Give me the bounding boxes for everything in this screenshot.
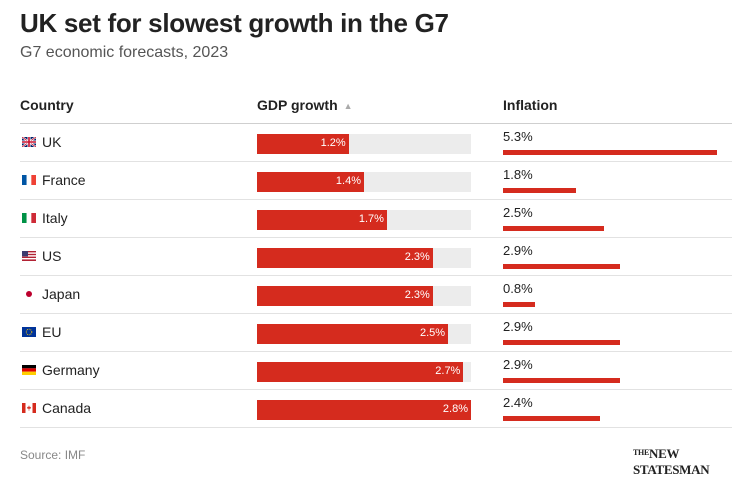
column-header-country[interactable]: Country	[20, 97, 74, 113]
row-divider	[20, 313, 732, 314]
gdp-bar: 1.4%	[257, 172, 364, 192]
gdp-value-label: 1.7%	[358, 213, 384, 225]
italy-flag-icon	[22, 213, 36, 223]
source-note: Source: IMF	[20, 448, 86, 462]
inflation-value-label: 2.5%	[503, 205, 533, 220]
germany-flag-icon	[22, 365, 36, 375]
gdp-value-label: 2.5%	[419, 327, 446, 339]
row-divider	[20, 427, 732, 428]
table-row: Japan 2.3% 0.8%	[20, 276, 732, 314]
france-flag-icon	[22, 175, 36, 185]
header-divider	[20, 123, 732, 124]
uk-flag-icon	[22, 137, 36, 147]
gdp-bar-track: 2.8%	[257, 400, 471, 420]
publisher-logo: THENEW STATESMAN	[633, 446, 710, 477]
gdp-bar: 1.7%	[257, 210, 387, 230]
inflation-bar	[503, 188, 576, 193]
gdp-bar-track: 2.3%	[257, 286, 471, 306]
country-name: UK	[42, 134, 62, 150]
gdp-bar-track: 1.7%	[257, 210, 471, 230]
gdp-bar: 2.3%	[257, 248, 433, 268]
sort-ascending-icon[interactable]: ▲	[343, 101, 353, 111]
inflation-bar	[503, 416, 600, 421]
inflation-value-label: 2.9%	[503, 357, 533, 372]
country-name: Germany	[42, 362, 100, 378]
inflation-value-label: 2.4%	[503, 395, 533, 410]
inflation-bar	[503, 302, 536, 307]
gdp-value-label: 1.4%	[335, 175, 361, 187]
gdp-bar-track: 1.4%	[257, 172, 471, 192]
inflation-value-label: 2.9%	[503, 319, 533, 334]
chart-subtitle: G7 economic forecasts, 2023	[20, 44, 229, 61]
table-row: US 2.3% 2.9%	[20, 238, 732, 276]
gdp-bar-track: 2.7%	[257, 362, 471, 382]
table-row: Canada 2.8% 2.4%	[20, 390, 732, 428]
column-header-inflation[interactable]: Inflation	[503, 97, 558, 113]
country-name: France	[42, 172, 86, 188]
gdp-bar: 2.8%	[257, 400, 471, 420]
table-row: Germany 2.7% 2.9%	[20, 352, 732, 390]
gdp-bar: 2.3%	[257, 286, 433, 306]
country-name: Canada	[42, 400, 92, 416]
gdp-bar: 2.7%	[257, 362, 464, 382]
japan-flag-icon	[22, 289, 36, 299]
inflation-bar	[503, 226, 604, 231]
inflation-bar	[503, 340, 621, 345]
inflation-value-label: 1.8%	[503, 167, 533, 182]
us-flag-icon	[22, 251, 36, 261]
gdp-value-label: 2.7%	[435, 365, 461, 377]
gdp-bar-track: 1.2%	[257, 134, 471, 154]
publisher-logo-text: NEW STATESMAN	[633, 446, 710, 477]
gdp-value-label: 2.3%	[404, 289, 430, 301]
table-row: Italy 1.7% 2.5%	[20, 200, 732, 238]
gdp-header-label: GDP growth	[257, 97, 338, 113]
inflation-bar	[503, 150, 717, 155]
table-row: UK 1.2% 5.3%	[20, 124, 732, 162]
gdp-bar: 1.2%	[257, 134, 349, 154]
gdp-value-label: 2.8%	[442, 403, 468, 415]
inflation-value-label: 0.8%	[503, 281, 533, 296]
inflation-value-label: 5.3%	[503, 129, 533, 144]
row-divider	[20, 351, 732, 352]
inflation-value-label: 2.9%	[503, 243, 533, 258]
country-name: Japan	[42, 286, 81, 302]
gdp-value-label: 2.3%	[404, 251, 430, 263]
row-divider	[20, 275, 732, 276]
inflation-bar	[503, 378, 621, 383]
chart-title: UK set for slowest growth in the G7	[20, 8, 449, 38]
row-divider	[20, 389, 732, 390]
gdp-bar-track: 2.3%	[257, 248, 471, 268]
country-name: Italy	[42, 210, 68, 226]
eu-flag-icon	[22, 327, 36, 337]
table-row: EU 2.5% 2.9%	[20, 314, 732, 352]
row-divider	[20, 161, 732, 162]
country-name: EU	[42, 324, 62, 340]
gdp-bar-track: 2.5%	[257, 324, 471, 344]
table-row: France 1.4% 1.8%	[20, 162, 732, 200]
inflation-bar	[503, 264, 621, 269]
gdp-value-label: 1.2%	[320, 137, 346, 149]
gdp-bar: 2.5%	[257, 324, 449, 344]
column-header-gdp-growth[interactable]: GDP growth ▲	[257, 97, 353, 113]
row-divider	[20, 199, 732, 200]
country-name: US	[42, 248, 62, 264]
row-divider	[20, 237, 732, 238]
canada-flag-icon	[22, 403, 36, 413]
